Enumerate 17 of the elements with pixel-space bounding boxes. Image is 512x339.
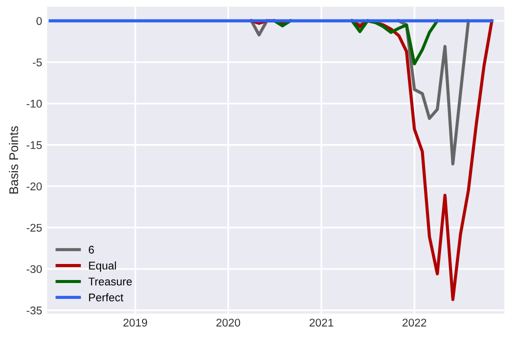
y-tick-label: -30 [26, 265, 42, 274]
legend-label: Treasure [88, 278, 132, 286]
y-tick-label: -10 [26, 100, 42, 108]
y-tick-label: -5 [32, 58, 42, 66]
legend-label: 6 [88, 246, 94, 254]
x-tick-label: 2019 [123, 318, 148, 327]
y-tick-label: -20 [26, 182, 42, 190]
x-tick-label: 2020 [216, 318, 240, 327]
y-tick-label: -35 [26, 306, 42, 314]
legend-label: Perfect [89, 293, 124, 302]
legend-label: Equal [89, 261, 116, 272]
y-axis-title: Basis Points [8, 126, 18, 194]
x-tick-label: 2022 [402, 318, 426, 327]
y-tick-label: 0 [36, 17, 42, 25]
y-tick-label: -15 [26, 141, 42, 150]
x-tick-label: 2021 [310, 318, 334, 327]
y-tick-label: -25 [26, 224, 42, 232]
